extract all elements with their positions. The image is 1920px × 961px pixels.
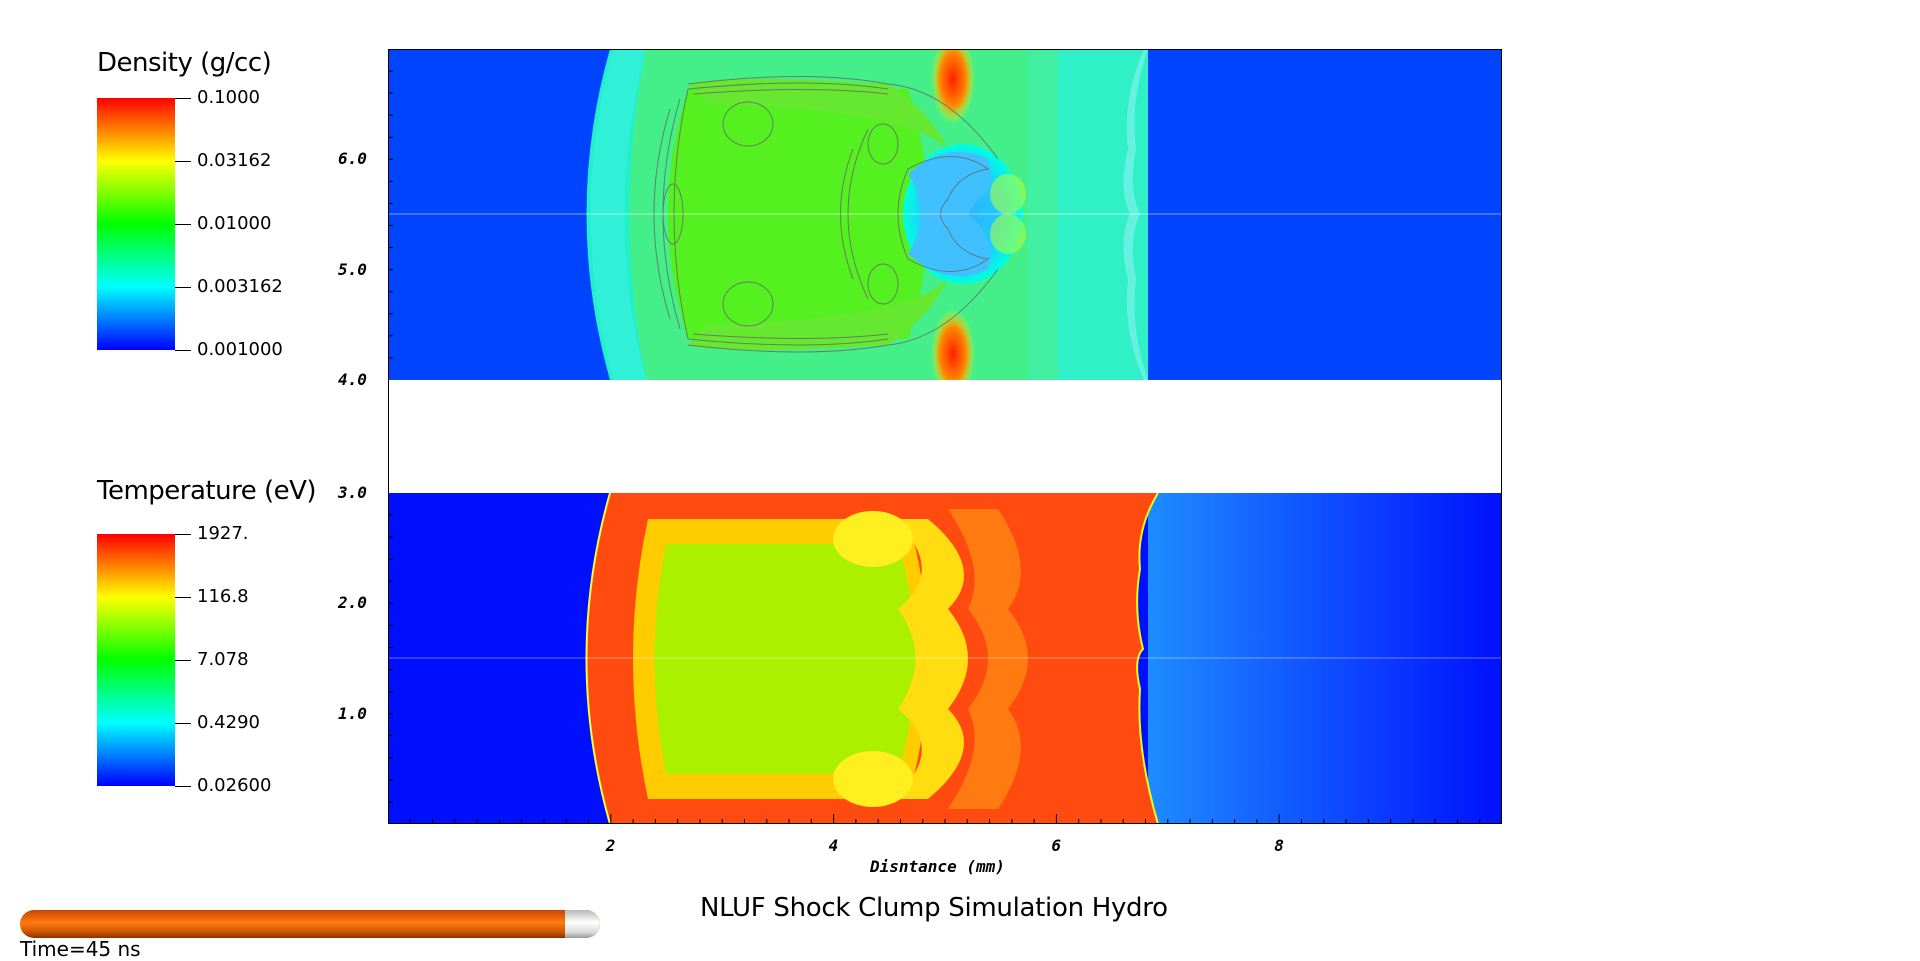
density-ticks-tick-mark	[175, 350, 191, 351]
density-field	[388, 49, 1502, 380]
density-ticks-tick-mark	[175, 224, 191, 225]
temperature-field	[388, 493, 1502, 824]
y-tick-label: 5.0	[338, 259, 367, 279]
y-tick-label: 2.0	[338, 593, 367, 613]
temperature-ticks-tick-label: 116.8	[197, 586, 249, 607]
density-ticks-tick-label: 0.1000	[197, 87, 260, 108]
time-label: Time=45 ns	[20, 937, 141, 961]
time-progress-bar	[20, 910, 600, 938]
temperature-colorbar	[97, 534, 175, 786]
x-tick-label: 2	[605, 836, 616, 855]
time-progress-remaining	[565, 910, 600, 938]
panel-gap	[388, 380, 1502, 493]
x-tick-label: 6	[1051, 836, 1062, 855]
temperature-ticks-tick-mark	[175, 786, 191, 787]
y-tick-label: 4.0	[338, 370, 367, 389]
temperature-ticks-tick-mark	[175, 534, 191, 535]
temperature-ticks-tick-mark	[175, 597, 191, 598]
density-colorbar	[97, 98, 175, 350]
x-tick-label: 8	[1274, 836, 1284, 855]
plot-title: NLUF Shock Clump Simulation Hydro	[700, 893, 1168, 923]
temperature-ticks-tick-label: 0.02600	[197, 775, 272, 796]
density-ticks-tick-label: 0.001000	[197, 339, 283, 360]
temperature-ticks-tick-label: 0.4290	[197, 712, 260, 733]
x-axis-ticks	[409, 814, 1502, 824]
temperature-ticks-tick-label: 7.078	[197, 649, 249, 670]
density-ticks-tick-label: 0.003162	[197, 276, 283, 297]
y-tick-label: 3.0	[338, 483, 367, 502]
y-tick-label: 6.0	[338, 149, 367, 169]
temperature-ticks-tick-label: 1927.	[197, 523, 249, 544]
y-axis-ticks	[388, 70, 393, 803]
density-ticks-tick-mark	[175, 98, 191, 99]
density-ticks-tick-mark	[175, 287, 191, 288]
x-tick-label: 4	[828, 836, 839, 855]
density-legend-title: Density (g/cc)	[97, 48, 272, 78]
temperature-legend-title: Temperature (eV)	[97, 476, 317, 506]
y-tick-label: 1.0	[338, 703, 367, 723]
simulation-plot	[388, 49, 1502, 824]
density-ticks-tick-label: 0.01000	[197, 213, 272, 234]
temperature-ticks-tick-mark	[175, 660, 191, 661]
temperature-ticks-tick-mark	[175, 723, 191, 724]
x-axis-label: Disntance (mm)	[870, 857, 1005, 876]
density-ticks-tick-mark	[175, 161, 191, 162]
density-ticks-tick-label: 0.03162	[197, 150, 272, 171]
